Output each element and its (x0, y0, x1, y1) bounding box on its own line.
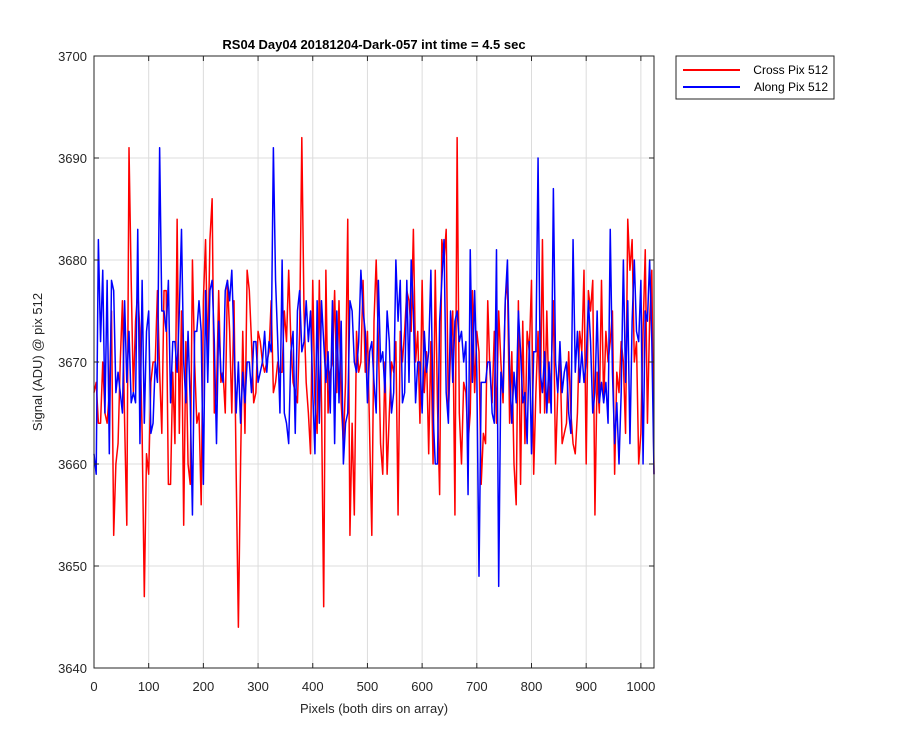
legend-entry-along: Along Pix 512 (754, 80, 828, 94)
y-tick-label: 3670 (58, 355, 87, 370)
x-tick-label: 400 (302, 679, 324, 694)
series-line-cross-pix-512 (93, 136, 655, 628)
series-line-along-pix-512 (93, 147, 655, 588)
tick-layer: 0 100 200 300 400 500 600 700 800 900 1000 3640 3650… (58, 49, 655, 694)
x-tick-label: 700 (466, 679, 488, 694)
y-tick-label: 3680 (58, 253, 87, 268)
x-tick-label: 200 (193, 679, 215, 694)
x-tick-label: 600 (411, 679, 433, 694)
x-tick-label: 500 (357, 679, 379, 694)
y-tick-label: 3640 (58, 661, 87, 676)
y-axis-label: Signal (ADU) @ pix 512 (30, 293, 45, 431)
y-tick-label: 3660 (58, 457, 87, 472)
y-tick-label: 3700 (58, 49, 87, 64)
x-tick-label: 900 (575, 679, 597, 694)
x-tick-label: 0 (90, 679, 97, 694)
legend-box (675, 55, 835, 100)
series-layer (93, 136, 655, 628)
x-tick-label: 100 (138, 679, 160, 694)
x-tick-label: 1000 (626, 679, 655, 694)
x-tick-label: 800 (521, 679, 543, 694)
y-tick-label: 3650 (58, 559, 87, 574)
x-tick-label: 300 (247, 679, 269, 694)
chart-title: RS04 Day04 20181204-Dark-057 int time = … (222, 37, 525, 52)
x-axis-label: Pixels (both dirs on array) (300, 701, 448, 716)
y-tick-label: 3690 (58, 151, 87, 166)
legend[interactable]: Cross Pix 512 Along Pix 512 (675, 55, 835, 100)
legend-entry-cross: Cross Pix 512 (753, 63, 828, 77)
